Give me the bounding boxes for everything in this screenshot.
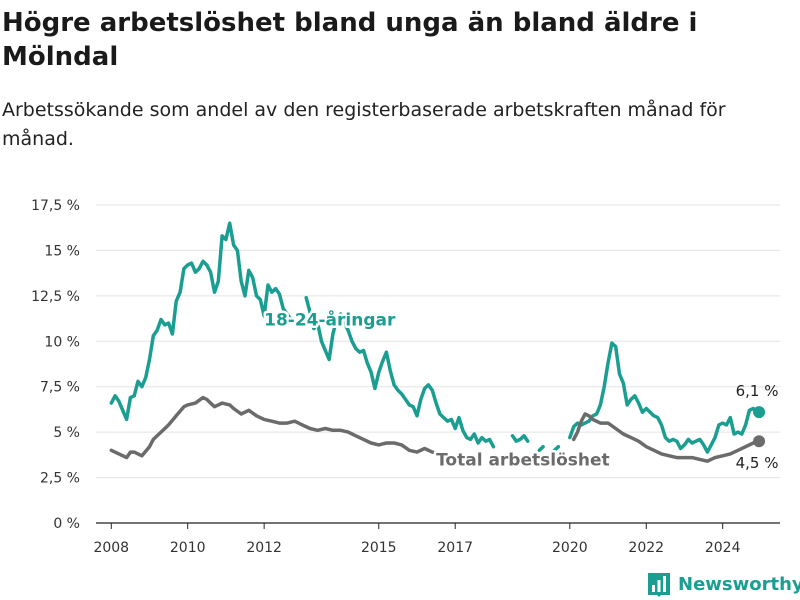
- series-line-young: [552, 444, 561, 453]
- x-tick-label: 2024: [705, 540, 741, 556]
- brand-name: Newsworthy: [678, 573, 800, 595]
- x-tick-label: 2008: [93, 540, 129, 556]
- series-end-point: [753, 435, 766, 448]
- x-tick-label: 2020: [552, 540, 588, 556]
- series-label-halo: 18-24-åringar: [264, 308, 396, 330]
- y-tick-label: 5 %: [53, 425, 80, 441]
- series-line-young: [510, 434, 530, 443]
- y-tick-label: 15 %: [44, 243, 80, 259]
- y-tick-label: 10 %: [44, 334, 80, 350]
- end-value-label: 6,1 %: [736, 382, 779, 400]
- bar-chart-logo-icon: [648, 573, 670, 597]
- end-value-label: 4,5 %: [736, 454, 779, 472]
- series-line-total: [571, 412, 759, 463]
- page-title: Högre arbetslöshet bland unga än bland ä…: [2, 8, 698, 72]
- series-line-young: [537, 444, 545, 453]
- series-line-young: [568, 341, 759, 454]
- x-tick-label: 2022: [628, 540, 664, 556]
- series-label: 18-24-åringar: [264, 308, 396, 330]
- y-tick-label: 2,5 %: [40, 471, 80, 487]
- series-line-young: [109, 221, 293, 422]
- x-tick-label: 2015: [361, 540, 397, 556]
- y-tick-label: 12,5 %: [31, 289, 80, 305]
- y-tick-label: 7,5 %: [40, 380, 80, 396]
- x-tick-label: 2010: [170, 540, 206, 556]
- brand-logo: Newsworthy: [646, 570, 800, 598]
- series-label: Total arbetslöshet: [436, 450, 610, 470]
- page-subtitle: Arbetssökande som andel av den registerb…: [2, 99, 726, 150]
- series-end-point: [753, 406, 766, 419]
- x-tick-label: 2012: [246, 540, 282, 556]
- series-label-halo: Total arbetslöshet: [436, 450, 610, 470]
- series-line-total: [109, 395, 473, 465]
- y-tick-label: 17,5 %: [31, 198, 80, 214]
- x-tick-label: 2017: [437, 540, 473, 556]
- y-tick-label: 0 %: [53, 516, 80, 532]
- series-line-young: [304, 295, 496, 449]
